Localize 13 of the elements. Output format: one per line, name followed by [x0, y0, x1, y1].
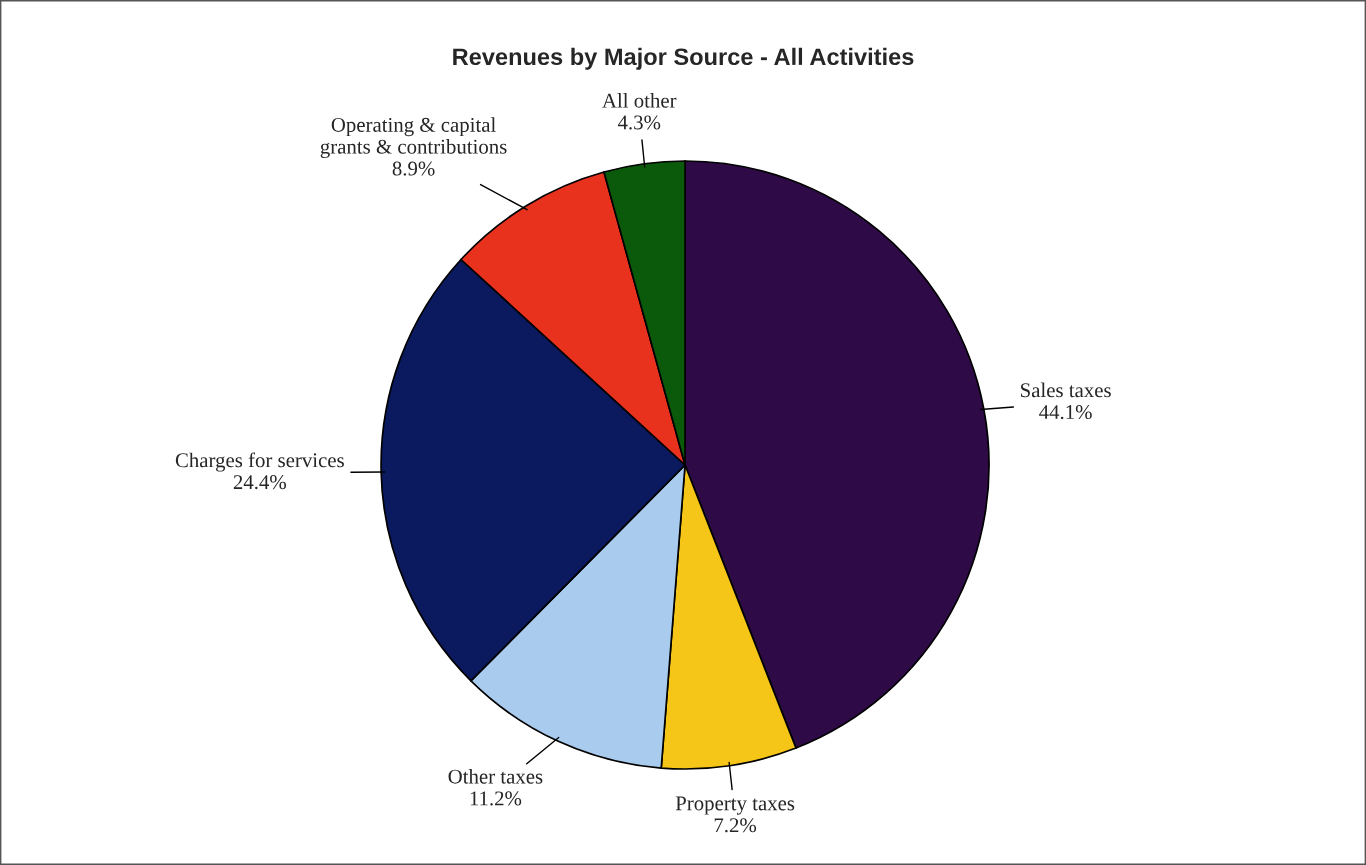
slice-label: Sales taxes [1021, 382, 1111, 398]
chart-title: Revenues by Major Source - All Activities [453, 47, 914, 70]
data-label: 24.4% [233, 475, 287, 490]
slice-label: All other [602, 92, 677, 108]
data-label: 44.1% [1039, 404, 1092, 420]
data-label: 4.3% [617, 115, 661, 130]
slice-label: Operating & capital grants & contributions [320, 117, 507, 159]
slice-label: Charges for services [175, 452, 344, 472]
data-label: 8.9% [392, 161, 435, 176]
slice-label: Other taxes [448, 768, 543, 784]
slice-label: Property taxes [675, 796, 795, 815]
data-label: 7.2% [714, 818, 757, 833]
data-label: 11.2% [470, 791, 522, 806]
